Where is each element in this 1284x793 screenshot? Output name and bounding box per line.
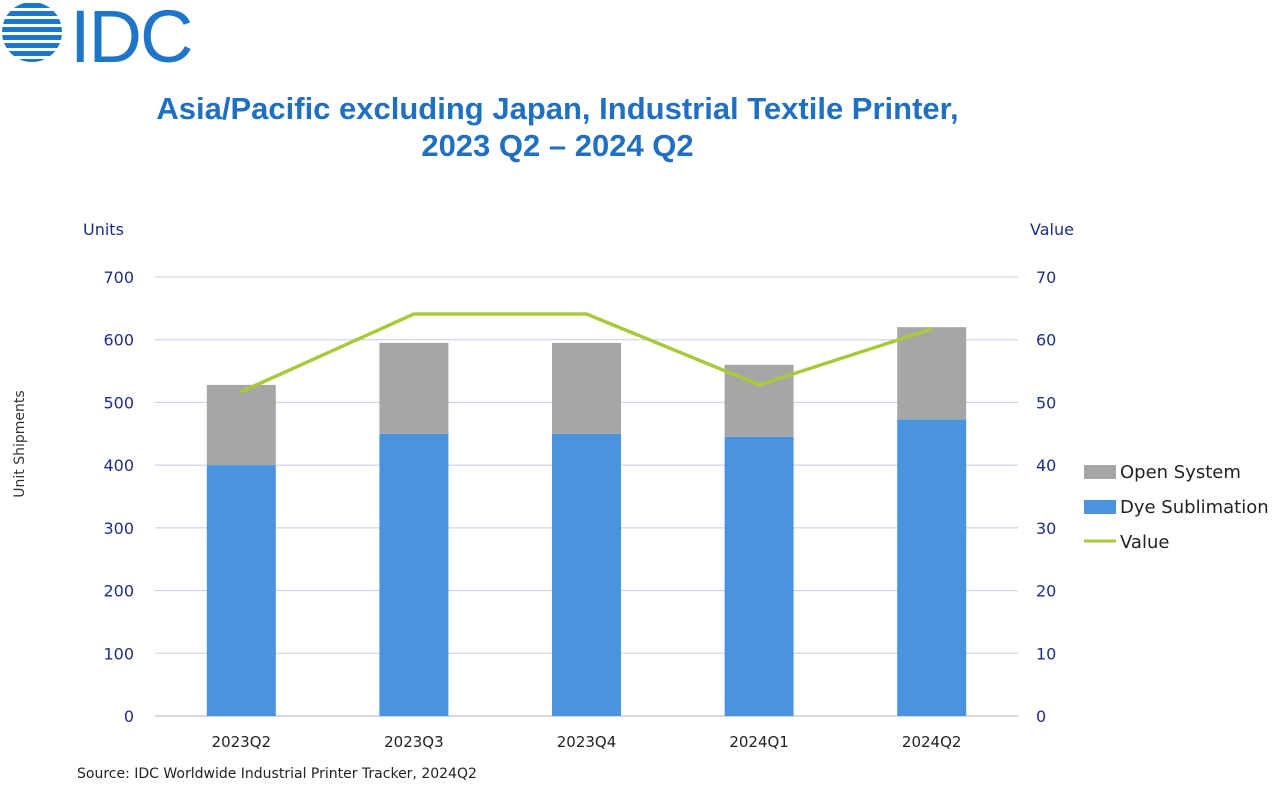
right-axis-tick-label: 40 bbox=[1036, 456, 1056, 475]
legend-swatch-open-system bbox=[1084, 465, 1116, 479]
idc-globe-icon bbox=[2, 3, 62, 62]
right-axis-tick-label: 60 bbox=[1036, 331, 1056, 350]
chart-title-line-1: Asia/Pacific excluding Japan, Industrial… bbox=[156, 91, 959, 126]
right-axis-title: Value bbox=[1030, 220, 1074, 239]
chart-title-line-2: 2023 Q2 – 2024 Q2 bbox=[421, 128, 694, 163]
right-axis-tick-label: 0 bbox=[1036, 707, 1046, 726]
x-axis-tick-label: 2024Q1 bbox=[729, 733, 789, 751]
left-axis-tick-label: 700 bbox=[103, 268, 134, 287]
left-axis-tick-label: 600 bbox=[103, 331, 134, 350]
left-axis-tick-label: 100 bbox=[103, 644, 134, 663]
left-axis-tick-label: 0 bbox=[124, 707, 134, 726]
bar-open-system-2024Q2 bbox=[897, 327, 967, 420]
x-axis-tick-label: 2024Q2 bbox=[902, 733, 962, 751]
bar-open-system-2023Q4 bbox=[552, 342, 621, 434]
legend-label-value: Value bbox=[1120, 532, 1169, 553]
left-axis-tick-label: 500 bbox=[103, 393, 134, 412]
right-axis-tick-label: 20 bbox=[1036, 582, 1056, 601]
legend-label-open-system: Open System bbox=[1120, 462, 1241, 483]
right-axis-tick-label: 50 bbox=[1036, 393, 1056, 412]
left-axis-tick-label: 300 bbox=[103, 519, 134, 538]
bar-dye-sublimation-2024Q2 bbox=[897, 419, 967, 716]
bar-dye-sublimation-2024Q1 bbox=[724, 436, 794, 716]
legend: Open System Dye Sublimation Value bbox=[1084, 462, 1269, 553]
left-axis-title: Units bbox=[83, 220, 124, 239]
legend-swatch-dye-sublimation bbox=[1084, 500, 1116, 514]
value-line bbox=[239, 312, 934, 394]
x-axis-ticks: 2023Q2 2023Q3 2023Q4 2024Q1 2024Q2 bbox=[212, 733, 962, 751]
line-point-value-2024Q2 bbox=[930, 327, 934, 331]
line-point-value-2023Q2 bbox=[239, 390, 243, 394]
right-axis-ticks: 0 10 20 30 40 50 60 70 bbox=[1036, 268, 1056, 726]
bars bbox=[206, 327, 967, 716]
line-point-value-2023Q4 bbox=[585, 312, 588, 316]
bar-dye-sublimation-2023Q4 bbox=[552, 433, 621, 716]
right-axis-tick-label: 30 bbox=[1036, 519, 1056, 538]
bar-open-system-2023Q3 bbox=[379, 342, 449, 434]
right-axis-tick-label: 70 bbox=[1036, 268, 1056, 287]
right-axis-tick-label: 10 bbox=[1036, 644, 1056, 663]
idc-logo: IDC bbox=[2, 0, 193, 70]
left-axis-ticks: 0 100 200 300 400 500 600 700 bbox=[103, 268, 134, 726]
line-point-value-2024Q1 bbox=[757, 383, 761, 387]
line-point-value-2023Q3 bbox=[412, 312, 416, 316]
x-axis-tick-label: 2023Q2 bbox=[212, 733, 272, 751]
bar-dye-sublimation-2023Q2 bbox=[206, 465, 276, 716]
source-note: Source: IDC Worldwide Industrial Printer… bbox=[77, 766, 477, 782]
bar-open-system-2023Q2 bbox=[206, 384, 276, 466]
bar-dye-sublimation-2023Q3 bbox=[379, 433, 449, 716]
left-axis-tick-label: 400 bbox=[103, 456, 134, 475]
x-axis-tick-label: 2023Q3 bbox=[384, 733, 444, 751]
y-axis-label: Unit Shipments bbox=[12, 390, 28, 497]
legend-label-dye-sublimation: Dye Sublimation bbox=[1120, 497, 1269, 518]
idc-logo-text: IDC bbox=[70, 0, 191, 70]
x-axis-tick-label: 2023Q4 bbox=[557, 733, 617, 751]
left-axis-tick-label: 200 bbox=[103, 582, 134, 601]
